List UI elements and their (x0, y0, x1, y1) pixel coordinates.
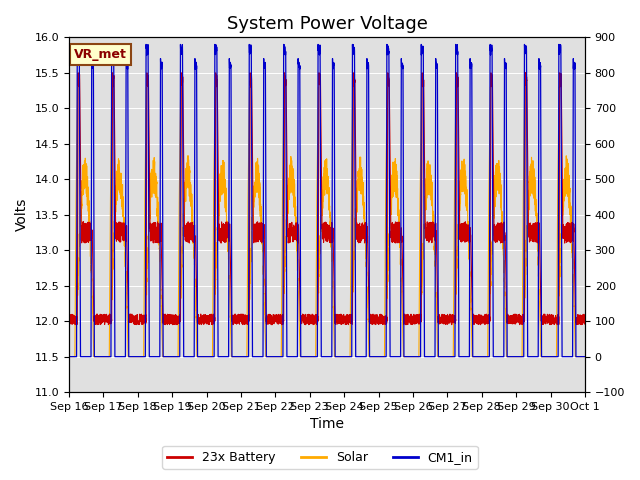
Title: System Power Voltage: System Power Voltage (227, 15, 428, 33)
X-axis label: Time: Time (310, 418, 344, 432)
Legend: 23x Battery, Solar, CM1_in: 23x Battery, Solar, CM1_in (163, 446, 477, 469)
Y-axis label: Volts: Volts (15, 198, 29, 231)
Text: VR_met: VR_met (74, 48, 127, 61)
